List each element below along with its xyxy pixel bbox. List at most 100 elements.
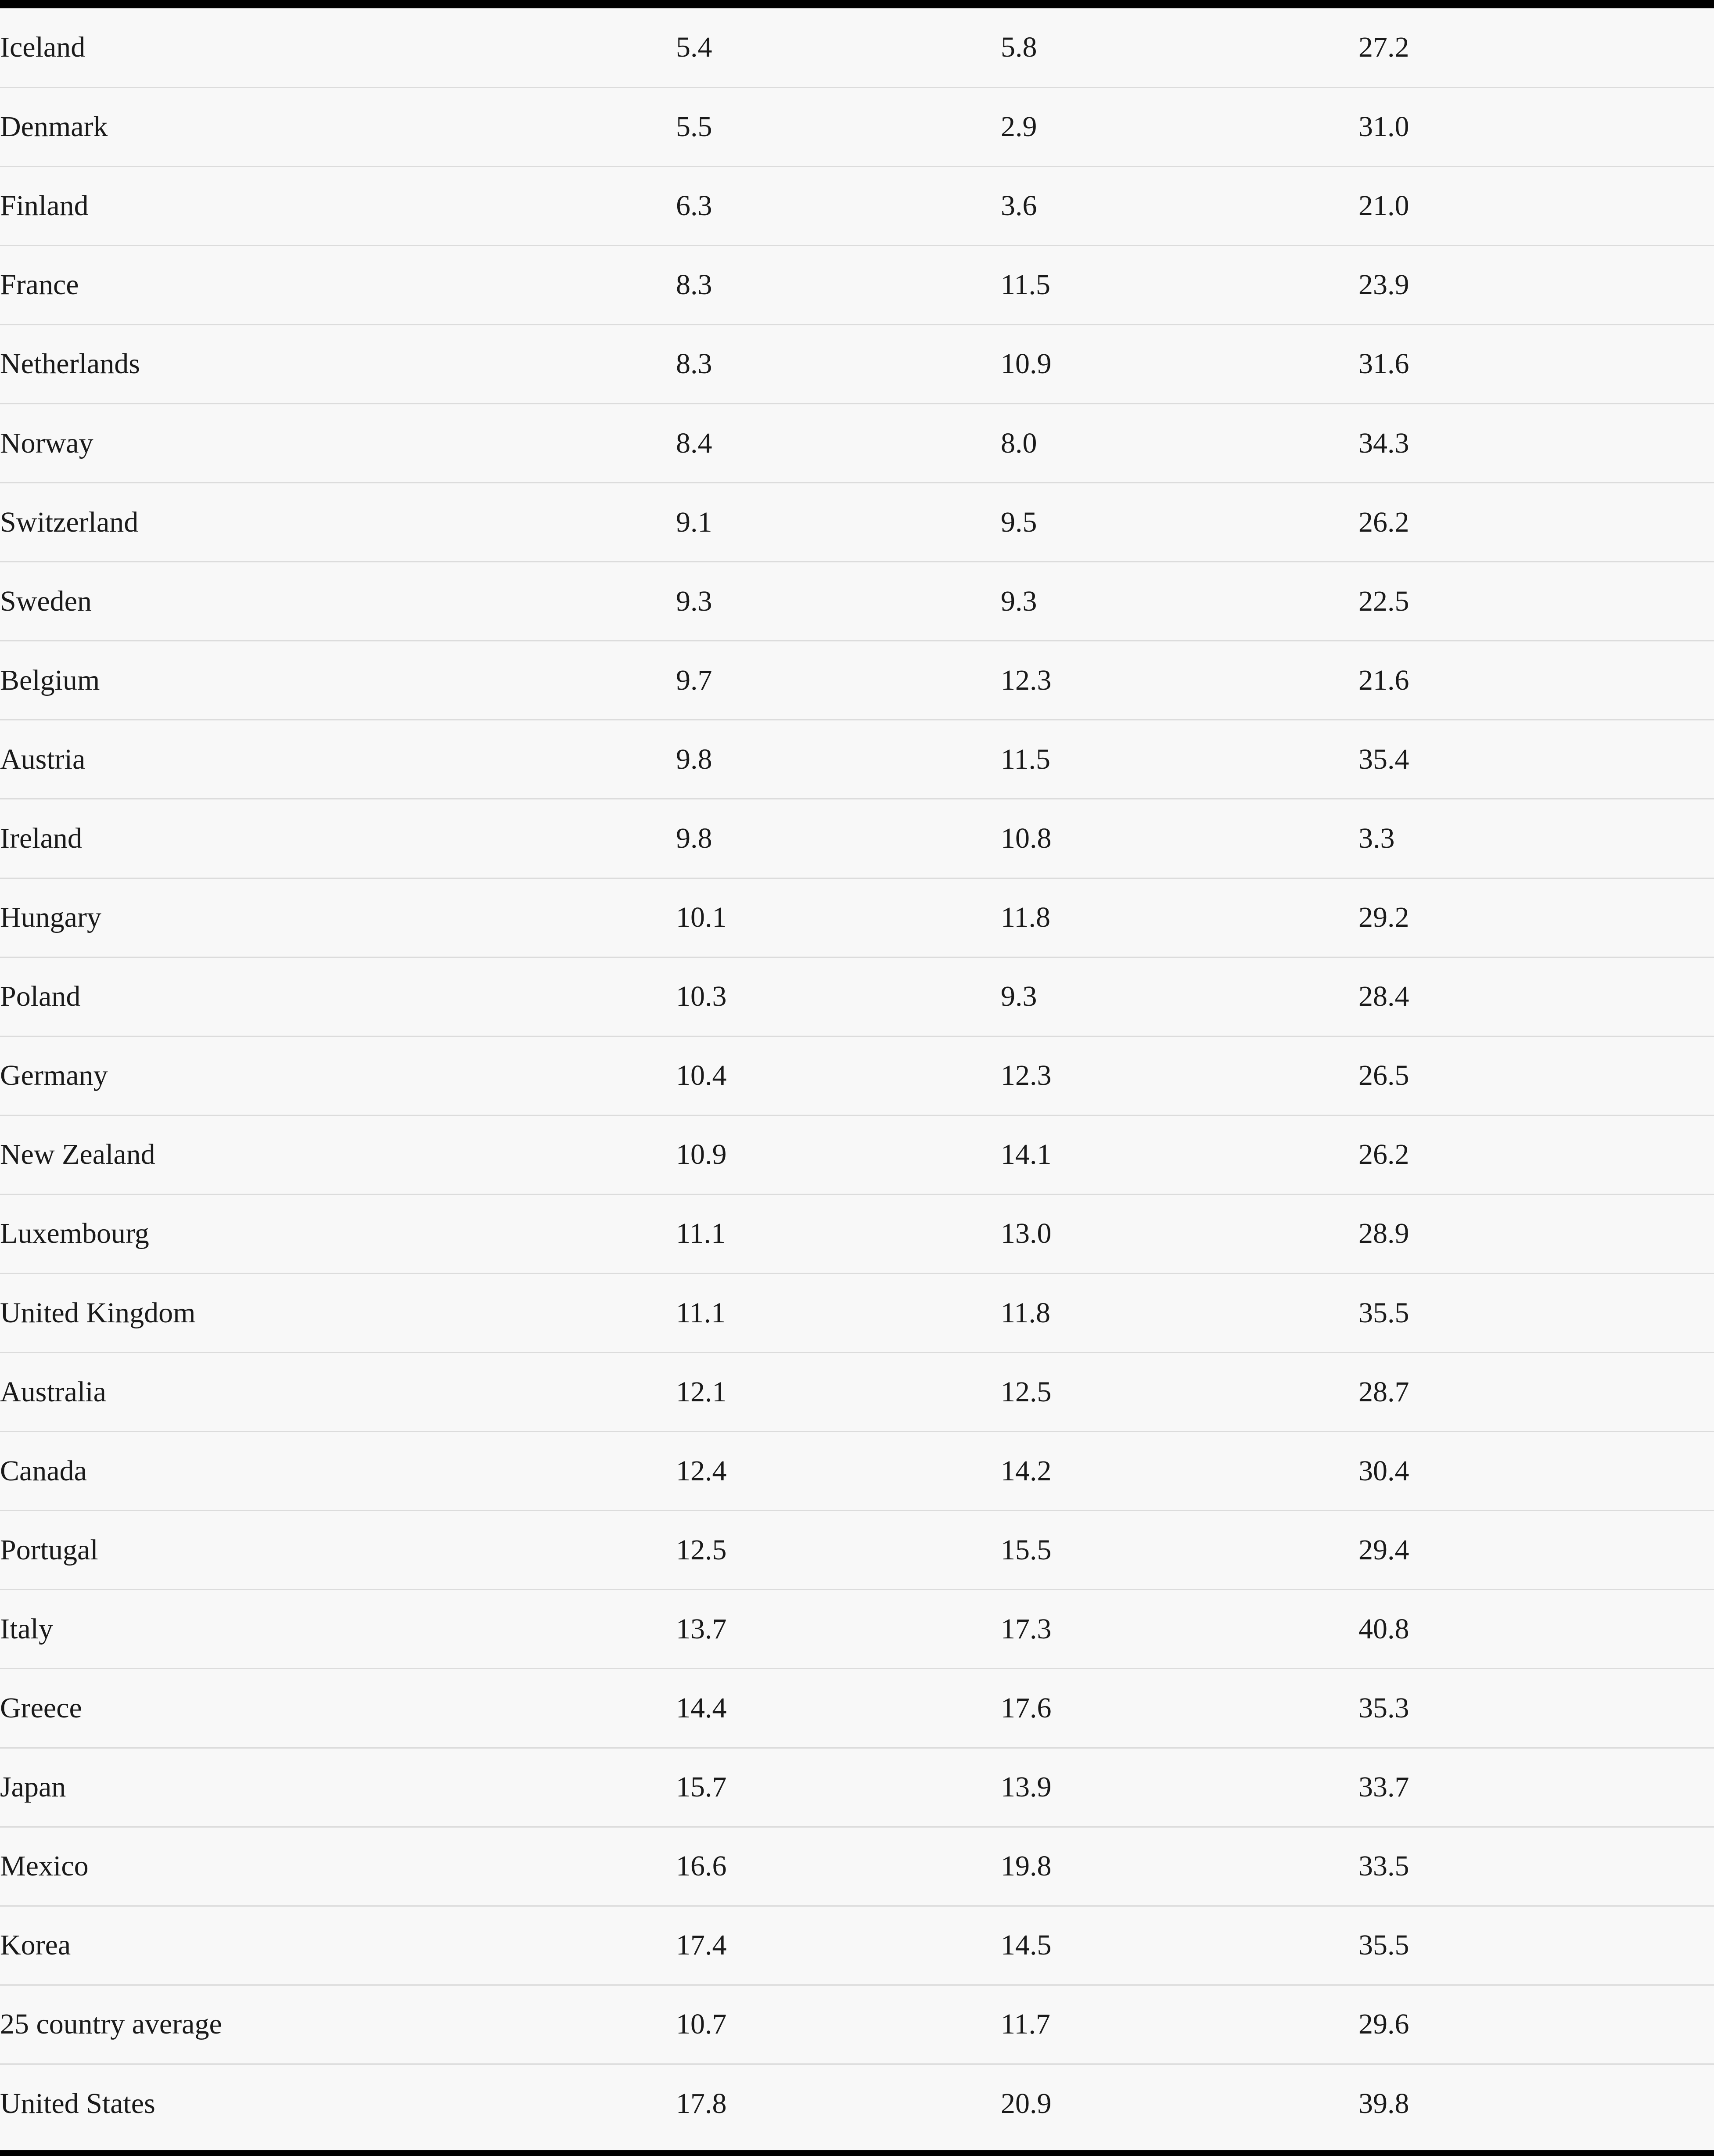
table-row: Netherlands 8.3 10.9 31.6: [0, 324, 1714, 404]
country-cell: Switzerland: [0, 482, 676, 563]
value-cell-col3: 9.3: [1001, 957, 1358, 1037]
value-cell-col2: 10.1: [676, 878, 1001, 958]
value-cell-col2: 5.5: [676, 87, 1001, 167]
table-row: Australia 12.1 12.5 28.7: [0, 1352, 1714, 1433]
value-cell-col3: 17.3: [1001, 1589, 1358, 1670]
value-cell-col4: 31.6: [1358, 324, 1714, 404]
country-cell: Poland: [0, 957, 676, 1037]
table-row: Portugal 12.5 15.5 29.4: [0, 1510, 1714, 1591]
value-cell-col2: 9.3: [676, 561, 1001, 642]
value-cell-col4: 39.8: [1358, 2088, 1409, 2120]
value-cell-col3: 13.0: [1001, 1194, 1358, 1274]
country-cell: United States: [0, 2088, 155, 2120]
value-cell-col2: 14.4: [676, 1668, 1001, 1749]
value-cell-col3: 19.8: [1001, 1827, 1358, 1907]
value-cell-col4: 26.2: [1358, 482, 1714, 563]
value-cell-col2: 8.3: [676, 245, 1001, 325]
country-cell: Portugal: [0, 1510, 676, 1591]
value-cell-col3: 3.6: [1001, 166, 1358, 246]
table-row: Poland 10.3 9.3 28.4: [0, 957, 1714, 1037]
value-cell-col3: 9.5: [1001, 482, 1358, 563]
value-cell-col2: 5.4: [676, 8, 1001, 88]
table-row: Finland 6.3 3.6 21.0: [0, 166, 1714, 246]
table-row: Japan 15.7 13.9 33.7: [0, 1748, 1714, 1828]
value-cell-col2: 12.5: [676, 1510, 1001, 1591]
value-cell-col2: 10.7: [676, 1985, 1001, 2065]
value-cell-col2: 12.4: [676, 1431, 1001, 1512]
value-cell-col2: 11.1: [676, 1194, 1001, 1274]
country-cell: Belgium: [0, 641, 676, 721]
value-cell-col2: 8.4: [676, 403, 1001, 484]
value-cell-col2: 11.1: [676, 1273, 1001, 1353]
country-cell: Netherlands: [0, 324, 676, 404]
table-row: Germany 10.4 12.3 26.5: [0, 1036, 1714, 1116]
table-row: Canada 12.4 14.2 30.4: [0, 1431, 1714, 1512]
value-cell-col2: 9.7: [676, 641, 1001, 721]
table-row: Belgium 9.7 12.3 21.6: [0, 641, 1714, 721]
value-cell-col2: 10.4: [676, 1036, 1001, 1116]
value-cell-col4: 27.2: [1358, 8, 1714, 88]
value-cell-col4: 35.5: [1358, 1906, 1714, 1986]
country-cell: United Kingdom: [0, 1273, 676, 1353]
value-cell-col2: 15.7: [676, 1748, 1001, 1828]
country-cell: Hungary: [0, 878, 676, 958]
table-row: United Kingdom 11.1 11.8 35.5: [0, 1273, 1714, 1353]
country-cell: Ireland: [0, 799, 676, 879]
country-cell: Denmark: [0, 87, 676, 167]
value-cell-col3: 8.0: [1001, 403, 1358, 484]
country-cell: Finland: [0, 166, 676, 246]
value-cell-col3: 20.9: [1001, 2088, 1052, 2120]
value-cell-col4: 22.5: [1358, 561, 1714, 642]
value-cell-col4: 21.6: [1358, 641, 1714, 721]
country-cell: New Zealand: [0, 1115, 676, 1195]
country-cell: Canada: [0, 1431, 676, 1512]
table-body: Iceland 5.4 5.8 27.2 Denmark 5.5 2.9 31.…: [0, 8, 1714, 2143]
value-cell-col3: 11.5: [1001, 720, 1358, 800]
table-row: Luxembourg 11.1 13.0 28.9: [0, 1194, 1714, 1274]
value-cell-col4: 21.0: [1358, 166, 1714, 246]
value-cell-col4: 35.4: [1358, 720, 1714, 800]
value-cell-col4: 28.4: [1358, 957, 1714, 1037]
value-cell-col2: 12.1: [676, 1352, 1001, 1433]
country-cell: Austria: [0, 720, 676, 800]
value-cell-col3: 11.7: [1001, 1985, 1358, 2065]
value-cell-col4: 40.8: [1358, 1589, 1714, 1670]
value-cell-col4: 23.9: [1358, 245, 1714, 325]
table-row: Denmark 5.5 2.9 31.0: [0, 87, 1714, 167]
table-row: New Zealand 10.9 14.1 26.2: [0, 1115, 1714, 1195]
table-row: 25 country average 10.7 11.7 29.6: [0, 1985, 1714, 2065]
country-cell: Germany: [0, 1036, 676, 1116]
value-cell-col3: 10.9: [1001, 324, 1358, 404]
value-cell-col4: 29.2: [1358, 878, 1714, 958]
table-row: Italy 13.7 17.3 40.8: [0, 1589, 1714, 1670]
value-cell-col4: 33.7: [1358, 1748, 1714, 1828]
country-cell: Norway: [0, 403, 676, 484]
value-cell-col4: 30.4: [1358, 1431, 1714, 1512]
value-cell-col4: 28.7: [1358, 1352, 1714, 1433]
value-cell-col3: 12.3: [1001, 1036, 1358, 1116]
value-cell-col3: 2.9: [1001, 87, 1358, 167]
table-row: Mexico 16.6 19.8 33.5: [0, 1827, 1714, 1907]
value-cell-col2: 6.3: [676, 166, 1001, 246]
table-row: Iceland 5.4 5.8 27.2: [0, 8, 1714, 88]
value-cell-col3: 12.5: [1001, 1352, 1358, 1433]
value-cell-col2: 13.7: [676, 1589, 1001, 1670]
country-cell: Australia: [0, 1352, 676, 1433]
value-cell-col2: 10.3: [676, 957, 1001, 1037]
value-cell-col3: 9.3: [1001, 561, 1358, 642]
value-cell-col3: 11.8: [1001, 1273, 1358, 1353]
value-cell-col2: 9.8: [676, 720, 1001, 800]
table-row: Austria 9.8 11.5 35.4: [0, 720, 1714, 800]
value-cell-col2: 10.9: [676, 1115, 1001, 1195]
country-cell: Korea: [0, 1906, 676, 1986]
country-cell: 25 country average: [0, 1985, 676, 2065]
country-cell: Luxembourg: [0, 1194, 676, 1274]
value-cell-col3: 10.8: [1001, 799, 1358, 879]
value-cell-col4: 26.2: [1358, 1115, 1714, 1195]
value-cell-col3: 14.2: [1001, 1431, 1358, 1512]
table-row: Korea 17.4 14.5 35.5: [0, 1906, 1714, 1986]
country-cell: Mexico: [0, 1827, 676, 1907]
table-row: Hungary 10.1 11.8 29.2: [0, 878, 1714, 958]
value-cell-col4: 33.5: [1358, 1827, 1714, 1907]
value-cell-col2: 17.8: [676, 2088, 727, 2120]
